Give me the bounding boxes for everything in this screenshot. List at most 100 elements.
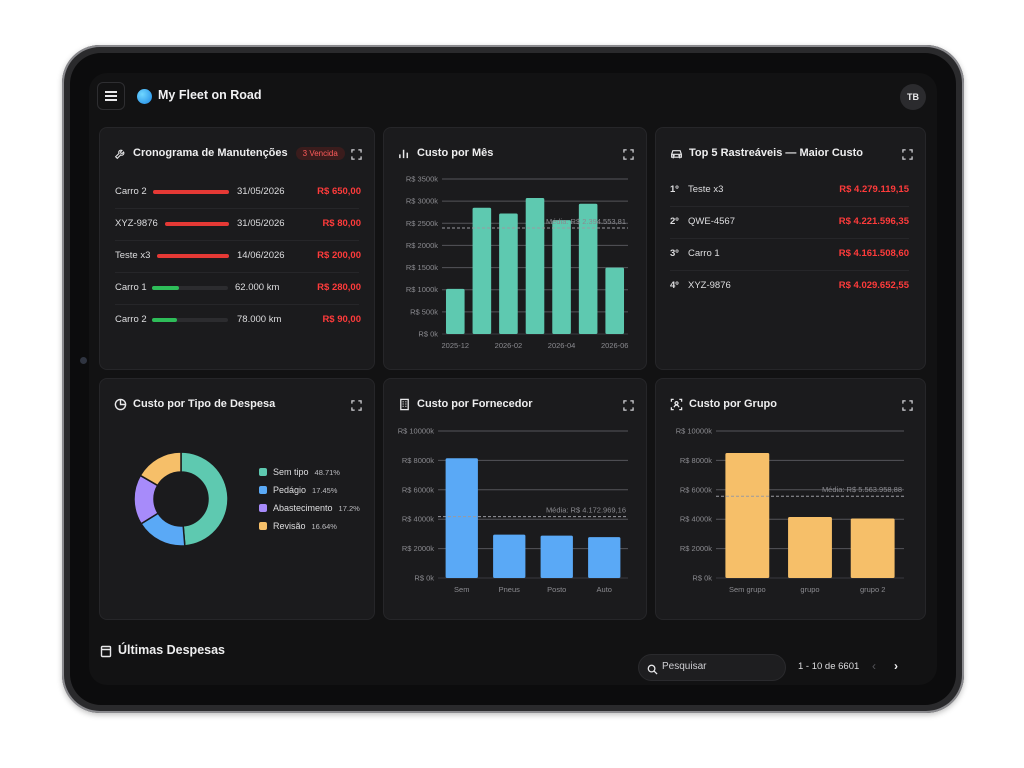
maintenance-row[interactable]: Carro 2 31/05/2026 R$ 650,00 [115,185,361,199]
expense-donut-chart [133,451,229,547]
supplier-bar[interactable] [540,535,573,578]
donut-slice[interactable] [139,451,182,487]
expand-icon[interactable] [902,398,913,411]
expand-icon[interactable] [351,147,362,160]
maintenance-cost: R$ 90,00 [322,314,361,325]
menu-button[interactable] [97,82,125,110]
x-tick-label: 2026-02 [495,341,523,350]
maintenance-card: Cronograma de Manutenções 3 Vencida Carr… [99,127,375,370]
x-tick-label: Sem [454,585,469,594]
y-tick-label: R$ 3000k [406,197,438,206]
x-tick-label: 2025-12 [442,341,470,350]
top5-row[interactable]: 4º XYZ-9876 R$ 4.029.652,55 [670,279,909,293]
legend-label: Sem tipo [273,467,309,477]
y-tick-label: R$ 0k [418,330,438,339]
x-tick-label: Posto [547,585,566,594]
top5-name: Carro 1 [688,248,720,259]
y-tick-label: R$ 10000k [676,427,713,436]
group-cost-card: Custo por Grupo R$ 0k R$ 2000k R$ 4000k R$ … [655,378,926,620]
maintenance-due: 31/05/2026 [237,186,285,197]
maintenance-cost: R$ 200,00 [317,250,361,261]
y-tick-label: R$ 500k [410,307,438,316]
x-tick-label: grupo 2 [860,585,885,594]
maintenance-progress-fill [153,190,229,194]
top5-row[interactable]: 2º QWE-4567 R$ 4.221.596,35 [670,215,909,229]
maintenance-progress-fill [157,254,229,258]
monthly-bar[interactable] [445,288,465,334]
group-bar[interactable] [725,453,770,578]
top5-row[interactable]: 1º Teste x3 R$ 4.279.119,15 [670,183,909,197]
legend-item[interactable]: Revisão 16.64% [259,517,360,535]
pagination-label: 1 - 10 de 6601 [798,661,860,672]
average-label: Média: R$ 2.394.553,81 [546,217,626,226]
app-title: My Fleet on Road [158,88,262,102]
legend-percent: 16.64% [311,521,337,531]
donut-slice[interactable] [180,451,229,547]
top5-rank: 2º [670,216,679,227]
y-tick-label: R$ 0k [414,574,434,583]
next-page-button[interactable]: › [894,659,898,673]
legend-percent: 17.2% [338,503,360,513]
legend-label: Revisão [273,521,306,531]
row-divider [670,206,909,207]
camera-dot [80,357,87,364]
expand-icon[interactable] [351,398,362,411]
bar-chart-icon [398,147,411,160]
monthly-bar[interactable] [605,267,625,334]
expense-type-card: Custo por Tipo de Despesa Sem tipo 48.71%… [99,378,375,620]
search-icon [647,662,658,680]
avatar[interactable]: TB [900,84,926,110]
y-tick-label: R$ 0k [692,574,712,583]
top5-name: Teste x3 [688,184,724,195]
average-label: Média: R$ 5.563.958,88 [822,485,902,494]
legend-item[interactable]: Abastecimento 17.2% [259,499,360,517]
maintenance-row[interactable]: Teste x3 14/06/2026 R$ 200,00 [115,249,361,263]
expand-icon[interactable] [623,147,634,160]
group-bar[interactable] [788,516,832,578]
monthly-bar[interactable] [525,198,545,334]
monthly-cost-card: Custo por Mês R$ 0k R$ 500k R$ 1000k R$ 150… [383,127,647,370]
row-divider [115,304,359,305]
pie-chart-icon [114,398,127,411]
y-tick-label: R$ 1000k [406,285,438,294]
search-input[interactable] [662,661,780,672]
maintenance-progress-bar [153,190,229,194]
legend-label: Pedágio [273,485,307,495]
donut-legend: Sem tipo 48.71% Pedágio 17.45% Abastecimento… [259,463,360,535]
maintenance-row[interactable]: XYZ-9876 31/05/2026 R$ 80,00 [115,217,361,231]
average-label: Média: R$ 4.172.969,16 [546,506,626,515]
legend-item[interactable]: Pedágio 17.45% [259,481,360,499]
monthly-bar[interactable] [472,207,492,334]
legend-percent: 17.45% [312,485,338,495]
car-icon [670,147,683,160]
supplier-bar[interactable] [588,537,621,578]
top5-value: R$ 4.279.119,15 [839,184,909,195]
monthly-bar[interactable] [578,203,598,334]
legend-swatch [259,468,267,476]
y-tick-label: R$ 2500k [406,219,438,228]
top5-row[interactable]: 3º Carro 1 R$ 4.161.508,60 [670,247,909,261]
y-tick-label: R$ 6000k [680,485,712,494]
supplier-bar[interactable] [493,534,526,578]
expand-icon[interactable] [902,147,913,160]
expand-icon[interactable] [623,398,634,411]
legend-item[interactable]: Sem tipo 48.71% [259,463,360,481]
y-tick-label: R$ 10000k [398,427,435,436]
building-icon [398,398,411,411]
row-divider [115,240,359,241]
maintenance-row[interactable]: Carro 1 62.000 km R$ 280,00 [115,281,361,295]
top5-value: R$ 4.221.596,35 [838,216,909,227]
group-icon [670,398,683,411]
maintenance-due: 78.000 km [237,314,282,325]
y-tick-label: R$ 8000k [680,456,712,465]
monthly-bar[interactable] [552,220,571,334]
supplier-bar[interactable] [445,458,478,578]
maintenance-row[interactable]: Carro 2 78.000 km R$ 90,00 [115,313,361,327]
group-bar[interactable] [850,518,895,578]
prev-page-button[interactable]: ‹ [872,659,876,673]
monthly-bar[interactable] [499,213,518,334]
row-divider [670,270,909,271]
supplier-cost-title: Custo por Fornecedor [417,398,533,410]
maintenance-title: Cronograma de Manutenções [133,147,288,159]
search-box [638,654,786,681]
